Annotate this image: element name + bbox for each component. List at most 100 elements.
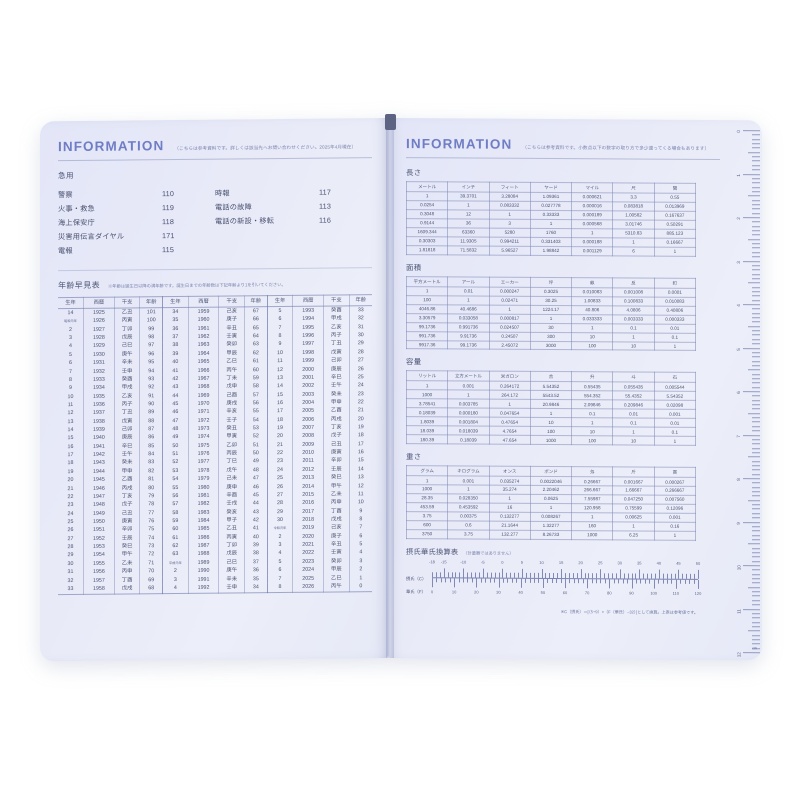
- ruler-unit-label: cm: [752, 646, 757, 651]
- volume-cell: 0.55435: [571, 382, 613, 392]
- ruler-tick: [752, 334, 760, 336]
- age-cell: 癸丑: [218, 424, 245, 434]
- fahrenheit-tick: [556, 578, 557, 584]
- age-cell: 101: [139, 307, 163, 318]
- weight-cell: 120.958: [571, 503, 613, 513]
- weight-cell: 8.26733: [530, 530, 572, 540]
- age-cell: 1963: [188, 341, 219, 351]
- area-cell: 0.02471: [489, 295, 531, 305]
- volume-cell: 1: [447, 390, 490, 400]
- ruler-number: 4: [736, 304, 742, 307]
- weight-cell: 16: [489, 503, 531, 513]
- weight-cell: 0.0625: [530, 494, 572, 504]
- age-cell: 14: [357, 466, 364, 473]
- celsius-tick: [654, 574, 656, 579]
- fahrenheit-tick-label: 90: [629, 590, 634, 596]
- age-cell: 44: [244, 499, 268, 509]
- fahrenheit-tick: [498, 578, 499, 588]
- length-cell: 1: [571, 228, 613, 238]
- age-cell: 1992: [188, 583, 219, 593]
- age-cell: 55: [244, 407, 268, 417]
- age-cell: 丙辰: [218, 449, 245, 459]
- age-cell: 15: [58, 434, 84, 444]
- age-cell: 1971: [188, 408, 219, 417]
- weight-cell: 3.75: [406, 511, 448, 521]
- emergency-row: 電報 115: [58, 243, 215, 259]
- age-cell: 戊子: [323, 432, 350, 441]
- edge-ruler: 0 1 2 3 4 5 6 7 8 9 10 11 12 cm: [724, 130, 760, 657]
- volume-cell: 0.264172: [489, 381, 531, 391]
- length-col-header: メートル: [406, 181, 448, 192]
- weight-cell: 1: [530, 503, 572, 513]
- ruler-tick: [752, 469, 760, 471]
- celsius-tick: [455, 572, 456, 578]
- length-cell: 0.55: [654, 193, 696, 203]
- age-cell: 24: [357, 382, 364, 389]
- age-cell: 3: [162, 575, 189, 585]
- age-cell: 癸酉: [323, 306, 350, 316]
- weight-col-header: キログラム: [447, 466, 490, 477]
- ruler-tick: [752, 330, 760, 331]
- age-cell: 戊寅: [323, 348, 350, 358]
- age-col-header: 生年: [58, 297, 84, 309]
- area-cell: 9917.36: [406, 340, 448, 350]
- fahrenheit-tick: [693, 579, 695, 584]
- ruler-tick: [752, 343, 760, 344]
- ruler-tick: [752, 491, 760, 492]
- length-cell: 0.001129: [571, 246, 613, 256]
- emergency-name: 海上保安庁: [58, 217, 95, 228]
- age-cell: 2016: [292, 499, 324, 508]
- age-cell: 52: [244, 432, 268, 442]
- age-cell: 10: [58, 392, 84, 402]
- fahrenheit-tick: [436, 577, 437, 583]
- age-cell: 壬戌: [218, 499, 245, 509]
- age-cell: 60: [162, 525, 189, 535]
- fahrenheit-tick: [684, 579, 686, 584]
- age-cell: 戊寅: [114, 417, 140, 426]
- weight-cell: 2.20462: [530, 485, 572, 495]
- age-cell: 1939: [83, 425, 115, 435]
- age-cell: 戊戌: [114, 584, 140, 594]
- volume-cell: 100: [571, 435, 613, 446]
- age-cell: 63: [162, 550, 189, 560]
- celsius-tick: [482, 568, 484, 578]
- temperature-subtitle: （計量器ではありません）: [463, 550, 514, 556]
- ruler-tick: [752, 508, 760, 510]
- age-cell: 壬午: [323, 381, 350, 391]
- age-cell: 乙巳: [323, 574, 350, 583]
- age-cell: 87: [139, 425, 163, 435]
- age-cell: 1944: [83, 467, 115, 477]
- age-cell: 16: [357, 449, 364, 456]
- age-cell: 庚寅: [323, 448, 350, 458]
- celsius-tick: [443, 568, 445, 578]
- ruler-tick: [752, 208, 760, 210]
- celsius-tick: [627, 573, 629, 579]
- age-cell: 己巳: [218, 558, 245, 568]
- age-cell: 1950: [83, 517, 115, 527]
- fahrenheit-tick: [666, 579, 668, 584]
- volume-cell: 0.018039: [447, 426, 490, 436]
- ruler-tick: [752, 339, 760, 340]
- weight-cell: 0.0022046: [530, 476, 572, 486]
- area-cell: 0.003333: [612, 314, 655, 324]
- age-cell: 29: [357, 340, 364, 347]
- age-cell: 2011: [292, 457, 324, 467]
- age-cell: 甲子: [218, 516, 245, 526]
- area-cell: 0.000247: [489, 286, 531, 297]
- age-cell: 25: [357, 374, 364, 381]
- fahrenheit-tick: [578, 578, 579, 584]
- age-cell: 1973: [188, 424, 219, 434]
- age-cell: 1975: [188, 441, 219, 451]
- area-row: 9917.36 99.1736 2.45072 3000 100 10 1: [406, 340, 696, 351]
- fahrenheit-tick: [622, 579, 624, 584]
- age-cell: 26: [267, 482, 293, 492]
- ruler-tick: [752, 365, 760, 366]
- ruler-tick: [752, 252, 760, 253]
- ruler-tick: [752, 312, 760, 314]
- ruler-tick: [752, 295, 760, 297]
- age-cell: 88: [139, 417, 163, 426]
- fahrenheit-tick: [671, 579, 672, 584]
- area-cell: 1: [571, 323, 613, 333]
- age-cell: 30: [58, 560, 84, 569]
- age-cell: 乙亥: [323, 323, 350, 333]
